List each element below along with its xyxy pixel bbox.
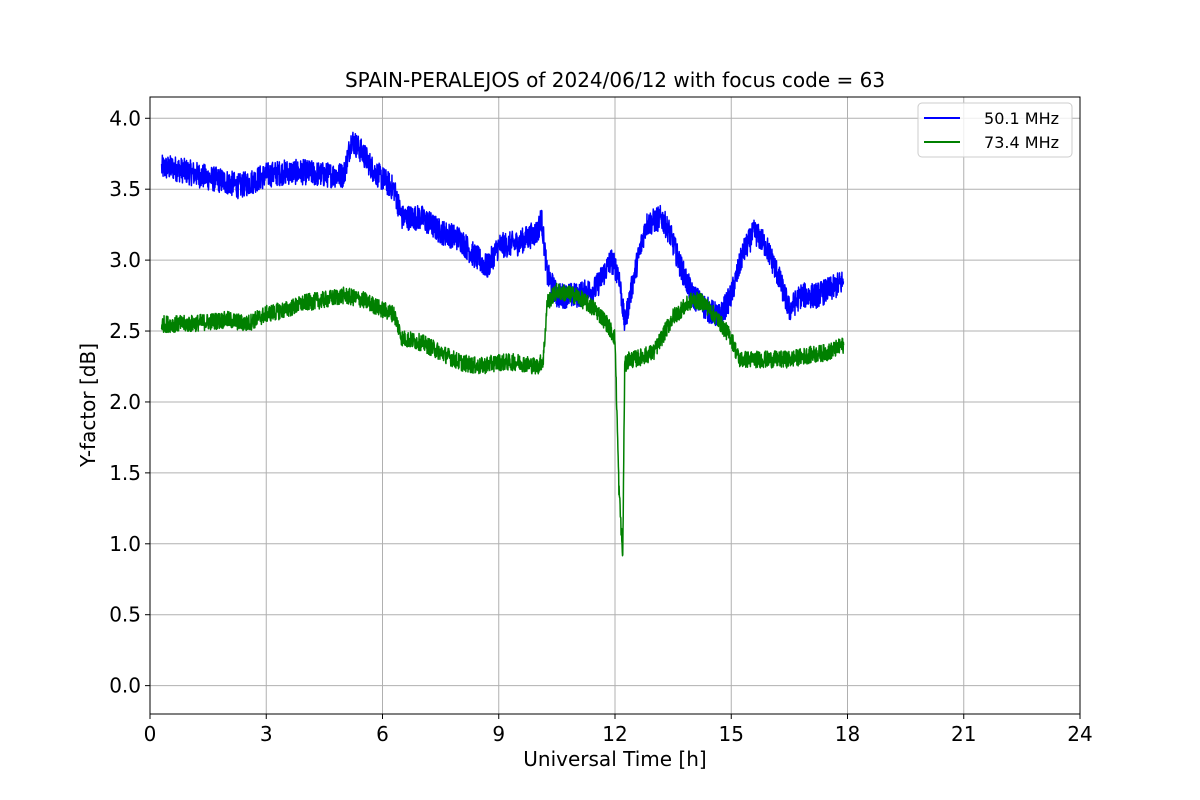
x-tick-label: 18	[835, 722, 860, 746]
x-axis-label: Universal Time [h]	[523, 747, 706, 771]
y-tick-label: 2.0	[109, 390, 141, 414]
legend-label: 50.1 MHz	[984, 109, 1059, 128]
series-line-first	[160, 131, 845, 331]
y-tick-label: 0.0	[109, 674, 141, 698]
series-line-second	[160, 282, 845, 557]
x-tick-label: 3	[260, 722, 273, 746]
legend-label: 73.4 MHz	[984, 133, 1059, 152]
y-tick-label: 1.5	[109, 461, 141, 485]
x-tick-label: 21	[951, 722, 976, 746]
y-tick-label: 0.5	[109, 603, 141, 627]
x-tick-label: 24	[1067, 722, 1092, 746]
x-tick-label: 15	[719, 722, 744, 746]
x-axis-ticks: 0 3 6 9 12 15 18 21 24	[144, 714, 1093, 746]
y-tick-label: 4.0	[109, 106, 141, 130]
legend-box	[917, 102, 1073, 158]
chart-title: SPAIN-PERALEJOS of 2024/06/12 with focus…	[345, 68, 885, 92]
x-tick-label: 12	[602, 722, 627, 746]
y-tick-label: 1.0	[109, 532, 141, 556]
y-tick-label: 3.5	[109, 177, 141, 201]
y-axis-ticks: 0.0 0.5 1.0 1.5 2.0 2.5 3.0 3.5 4.0	[109, 106, 150, 698]
x-tick-label: 9	[492, 722, 505, 746]
y-axis-label: Y-factor [dB]	[76, 343, 100, 468]
series-lines	[160, 131, 845, 557]
legend: 50.1 MHz 73.4 MHz	[917, 102, 1073, 158]
x-tick-label: 6	[376, 722, 389, 746]
y-tick-label: 3.0	[109, 248, 141, 272]
x-tick-label: 0	[144, 722, 157, 746]
y-tick-label: 2.5	[109, 319, 141, 343]
